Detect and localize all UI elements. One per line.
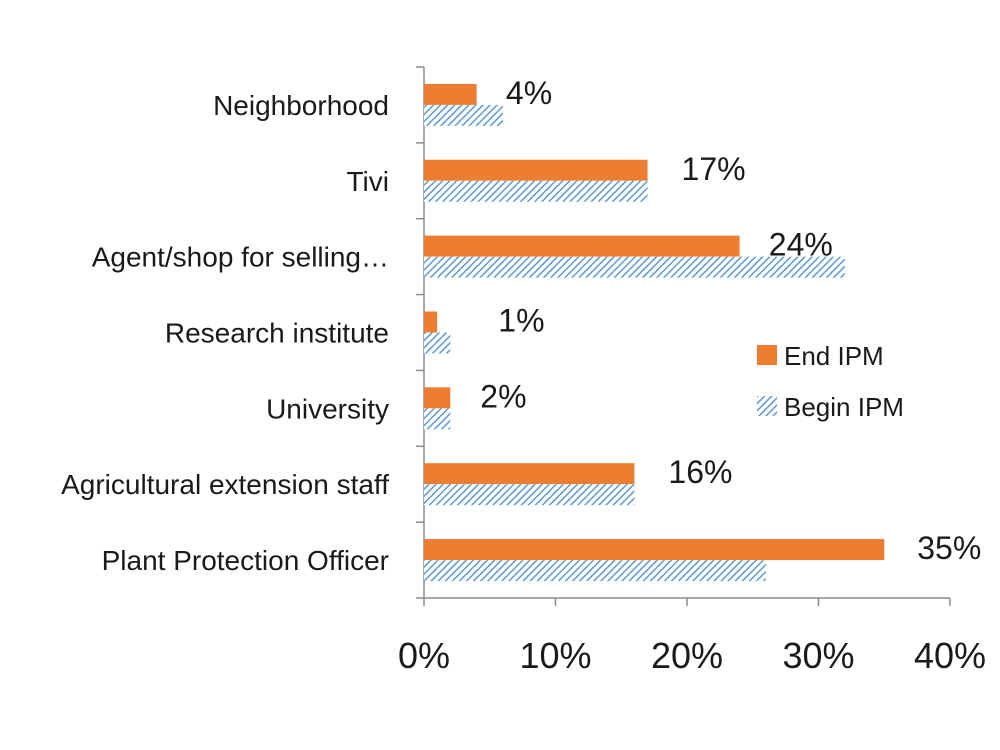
bar-begin-ipm-neighborhood (424, 104, 503, 126)
data-label: 16% (668, 454, 732, 490)
category-label: Plant Protection Officer (102, 545, 389, 576)
category-label: Agent/shop for selling… (92, 242, 389, 273)
x-tick-label: 10% (519, 635, 591, 676)
x-tick-label: 20% (651, 635, 723, 676)
data-labels: 4% 17% 24% 1% 2% 16% 35% (480, 75, 981, 566)
category-label: Research institute (165, 318, 389, 349)
legend: End IPM Begin IPM (757, 341, 904, 422)
category-labels: Neighborhood Tivi Agent/shop for selling… R… (61, 90, 389, 576)
bars (424, 83, 885, 582)
data-label: 35% (917, 530, 981, 566)
bar-end-ipm-agent-shop-for-selling (424, 235, 740, 257)
bar-end-ipm-agricultural-extension-staff (424, 463, 635, 485)
bar-begin-ipm-university (424, 408, 451, 430)
data-label: 4% (506, 75, 552, 111)
x-tick-labels: 0% 10% 20% 30% 40% (398, 635, 986, 676)
axes (416, 66, 951, 606)
bar-end-ipm-neighborhood (424, 83, 477, 105)
category-label: Tivi (346, 166, 389, 197)
data-label: 2% (480, 378, 526, 414)
bar-begin-ipm-agent-shop-for-selling (424, 256, 845, 278)
x-tick-label: 40% (914, 635, 986, 676)
bar-end-ipm-research-institute (424, 311, 438, 333)
data-label: 17% (682, 151, 746, 187)
bar-end-ipm-university (424, 387, 451, 409)
bar-begin-ipm-plant-protection-officer (424, 560, 766, 582)
x-tick-label: 30% (782, 635, 854, 676)
bar-begin-ipm-agricultural-extension-staff (424, 484, 635, 506)
data-label: 1% (498, 303, 544, 339)
legend-label-end-ipm: End IPM (784, 341, 884, 371)
legend-label-begin-ipm: Begin IPM (784, 392, 904, 422)
category-label: Neighborhood (213, 90, 389, 121)
bar-begin-ipm-tivi (424, 180, 648, 202)
bar-begin-ipm-research-institute (424, 332, 451, 354)
legend-swatch-begin-ipm (757, 396, 777, 416)
bar-end-ipm-tivi (424, 159, 648, 181)
bar-end-ipm-plant-protection-officer (424, 539, 885, 561)
category-label: Agricultural extension staff (61, 469, 389, 500)
x-tick-label: 0% (398, 635, 450, 676)
category-label: University (266, 393, 389, 424)
legend-swatch-end-ipm (757, 345, 777, 365)
data-label: 24% (769, 227, 833, 263)
